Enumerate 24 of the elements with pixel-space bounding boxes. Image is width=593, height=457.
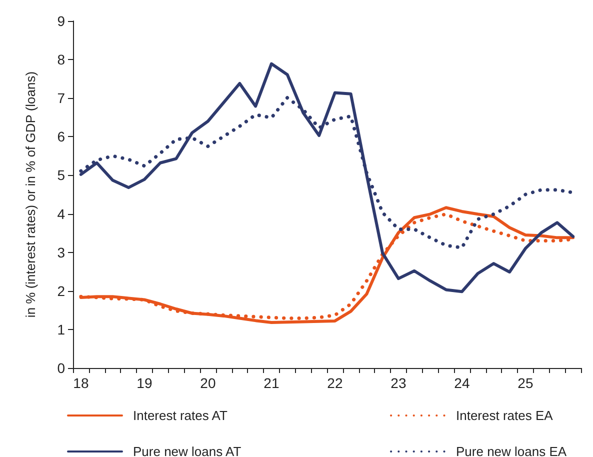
legend-label: Pure new loans EA xyxy=(456,444,567,457)
x-tick-label: 22 xyxy=(327,375,343,391)
y-tick-label: 8 xyxy=(57,52,66,68)
x-tick-label: 18 xyxy=(73,375,89,391)
y-tick-label: 0 xyxy=(57,360,66,376)
x-tick-label: 24 xyxy=(454,375,470,391)
line-series xyxy=(79,62,575,294)
y-tick-label: 1 xyxy=(57,321,66,338)
y-tick-label: 3 xyxy=(57,244,66,260)
x-tick-label: 19 xyxy=(136,375,152,391)
y-tick-label: 2 xyxy=(57,282,66,299)
x-tick-label: 20 xyxy=(200,375,216,391)
y-tick-label: 6 xyxy=(57,128,66,145)
legend-label: Interest rates AT xyxy=(133,408,228,423)
legend-label: Interest rates EA xyxy=(456,408,554,423)
y-axis-title: in % (interest rates) or in % of GDP (loans) xyxy=(23,71,38,318)
x-tick-label: 21 xyxy=(264,375,280,391)
legend-label: Pure new loans AT xyxy=(133,444,242,457)
y-tick-label: 9 xyxy=(57,13,66,29)
y-tick-label: 5 xyxy=(57,167,66,184)
y-tick-label: 7 xyxy=(57,90,66,106)
x-tick-label: 25 xyxy=(518,375,534,391)
y-tick-label: 4 xyxy=(57,206,66,222)
x-tick-label: 23 xyxy=(390,375,406,391)
